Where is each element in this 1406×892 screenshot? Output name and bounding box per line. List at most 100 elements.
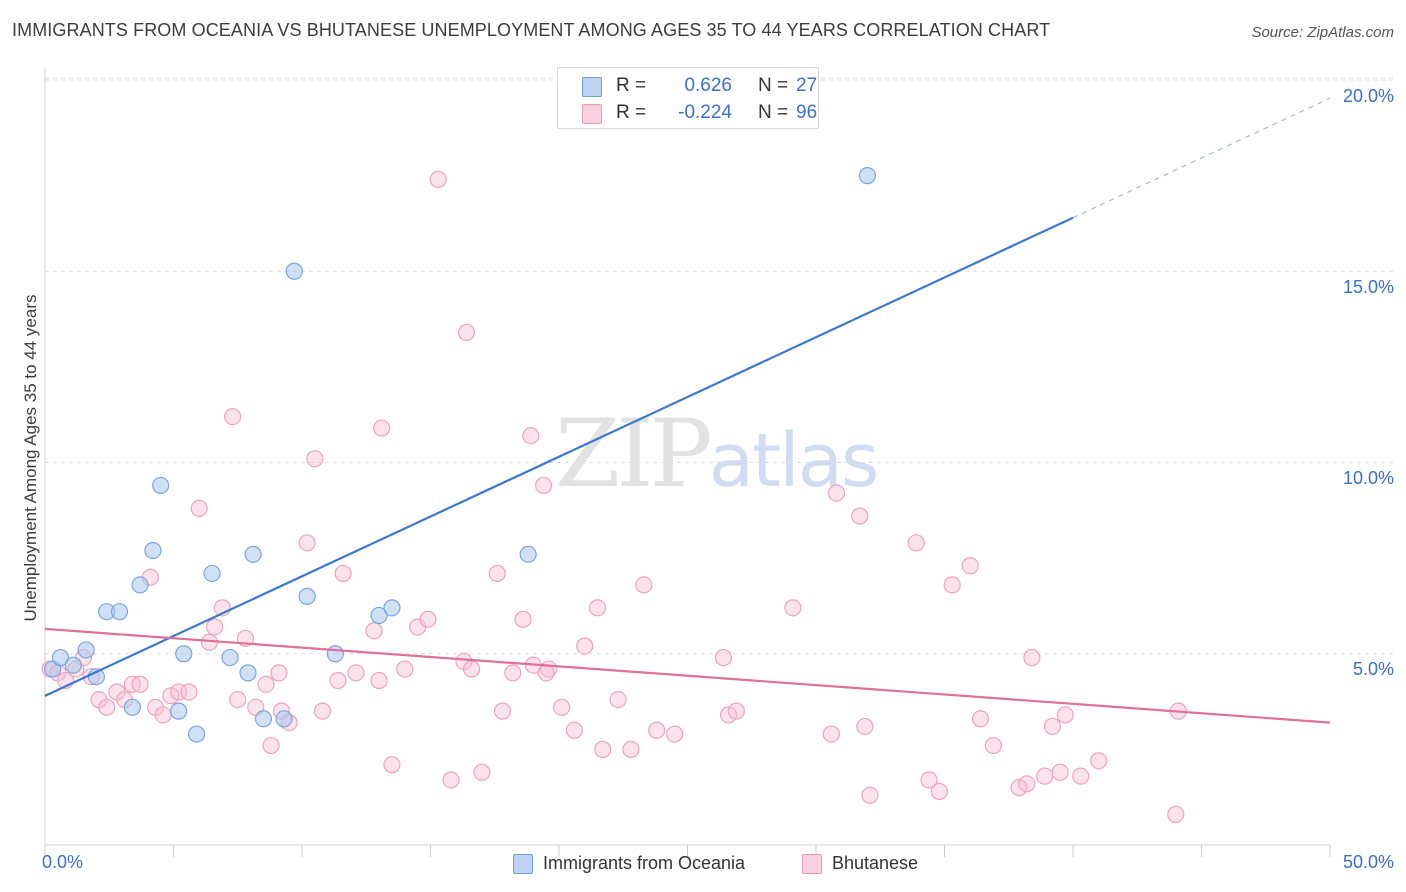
bhutanese-point: [190, 499, 208, 517]
oceania-point: [188, 725, 206, 743]
oceania-point: [275, 710, 293, 728]
bhutanese-point: [984, 736, 1002, 755]
bhutanese-point: [473, 763, 491, 781]
bhutanese-point: [594, 740, 612, 758]
bhutanese-point: [1051, 763, 1069, 781]
bhutanese-point: [920, 771, 938, 789]
legend-bhutanese-label: Bhutanese: [832, 853, 919, 873]
oceania-point: [203, 564, 221, 583]
bhutanese-point: [457, 323, 476, 342]
bhutanese-point: [666, 725, 684, 743]
bhutanese-point: [180, 683, 198, 701]
bhutanese-point: [224, 408, 242, 426]
bhutanese-point: [270, 664, 288, 682]
oceania-trend-line: [44, 216, 1074, 697]
n-value: 27: [796, 75, 818, 96]
y-tick-label: 20.0%: [1342, 86, 1394, 106]
bhutanese-point: [609, 691, 627, 709]
bhutanese-point: [257, 675, 275, 693]
oceania-swatch: [513, 854, 533, 874]
bhutanese-point: [851, 507, 869, 525]
oceania-point: [383, 599, 401, 617]
bhutanese-point: [861, 786, 879, 804]
oceania-point: [298, 587, 316, 605]
bhutanese-point: [463, 660, 481, 678]
bhutanese-point: [365, 622, 383, 640]
bhutanese-point: [1167, 805, 1185, 824]
bhutanese-point: [419, 610, 437, 628]
bhutanese-point: [907, 534, 925, 552]
correlation-legend: R = 0.626 N = 27 R = -0.224 N = 96: [557, 67, 819, 129]
bhutanese-point: [370, 671, 388, 690]
bhutanese-point: [1090, 752, 1108, 770]
oceania-point: [519, 545, 537, 563]
chart-title: IMMIGRANTS FROM OCEANIA VS BHUTANESE UNE…: [12, 20, 1051, 40]
oceania-point: [170, 702, 188, 720]
bhutanese-point: [1036, 767, 1054, 785]
bhutanese-point: [262, 736, 280, 755]
bhutanese-point: [648, 721, 666, 739]
oceania-point: [152, 476, 170, 495]
bhutanese-point: [827, 484, 846, 502]
bhutanese-point: [1010, 779, 1028, 797]
bhutanese-point: [534, 476, 553, 495]
bhutanese-point: [131, 675, 149, 693]
bhutanese-point: [329, 671, 347, 690]
bhutanese-point: [522, 427, 540, 445]
bhutanese-point: [565, 721, 584, 739]
bhutanese-point: [306, 450, 324, 468]
source-label: Source: ZipAtlas.com: [1251, 24, 1394, 41]
bhutanese-point: [1043, 717, 1062, 736]
watermark: ZIPatlas: [555, 400, 880, 509]
oceania-point: [77, 641, 95, 659]
watermark-zip: ZIP: [555, 400, 713, 509]
bhutanese-point: [429, 170, 447, 189]
bhutanese-point: [588, 599, 607, 617]
bhutanese-point: [552, 698, 571, 716]
oceania-trend-extension: [1072, 97, 1331, 219]
oceania-point: [131, 576, 149, 594]
bhutanese-point: [720, 706, 738, 724]
n-value: 96: [796, 102, 818, 123]
oceania-point: [110, 603, 129, 621]
bhutanese-point: [206, 618, 224, 636]
r-label: R =: [616, 102, 647, 123]
bhutanese-point: [383, 756, 401, 774]
bhutanese-point: [98, 698, 116, 716]
bhutanese-point: [514, 610, 532, 628]
oceania-point: [175, 645, 193, 663]
n-label: N =: [758, 102, 789, 123]
oceania-point: [239, 664, 257, 682]
bhutanese-point: [1018, 775, 1036, 793]
bhutanese-point: [1056, 706, 1074, 724]
bhutanese-point: [930, 782, 948, 801]
bhutanese-point: [784, 599, 802, 617]
bhutanese-point: [576, 637, 594, 655]
x-tick-label-min: 0.0%: [42, 852, 84, 872]
oceania-point: [326, 645, 345, 663]
bhutanese-point: [373, 419, 391, 437]
bhutanese-swatch: [582, 104, 602, 124]
bhutanese-point: [229, 691, 247, 709]
bhutanese-swatch: [802, 854, 822, 874]
r-value: 0.626: [684, 75, 732, 96]
n-label: N =: [758, 75, 789, 96]
watermark-atlas: atlas: [708, 418, 880, 504]
oceania-point: [285, 262, 303, 280]
bhutanese-point: [313, 702, 332, 720]
bhutanese-trend-line: [44, 627, 1331, 724]
oceania-swatch: [582, 77, 602, 97]
y-axis-title: Unemployment Among Ages 35 to 44 years: [21, 294, 40, 622]
bhutanese-point: [162, 687, 180, 705]
bhutanese-point: [822, 725, 841, 743]
oceania-point: [254, 710, 273, 728]
bhutanese-point: [396, 660, 414, 678]
bhutanese-point: [442, 771, 460, 789]
bhutanese-point: [727, 702, 745, 720]
bhutanese-point: [635, 576, 653, 594]
bhutanese-point: [537, 664, 555, 682]
legend-oceania-label: Immigrants from Oceania: [543, 853, 746, 873]
oceania-point: [144, 541, 162, 560]
bhutanese-point: [488, 564, 506, 583]
